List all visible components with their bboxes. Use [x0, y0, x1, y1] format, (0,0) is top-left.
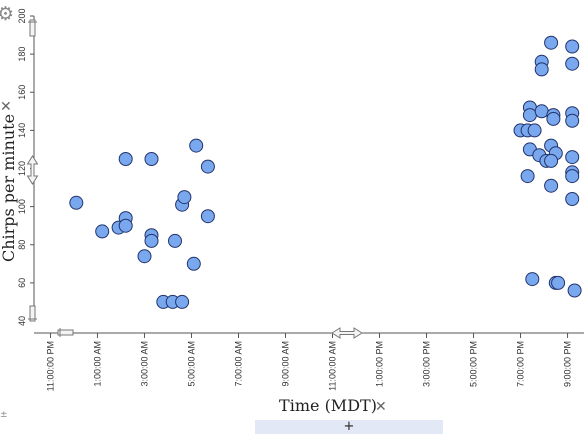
- y-axis-min-drag-handle[interactable]: [28, 305, 37, 322]
- data-point[interactable]: [565, 192, 580, 206]
- x-axis: 11:00:00 PM 1:00:00 AM 3:00:00 AM 5:00:00 A…: [34, 332, 584, 391]
- data-point[interactable]: [189, 138, 204, 153]
- y-tick-label: 40: [17, 316, 27, 326]
- data-points: [69, 35, 582, 309]
- data-point[interactable]: [520, 169, 535, 184]
- data-point[interactable]: [551, 275, 566, 290]
- x-tick-label: 5:00:00 AM: [186, 341, 196, 387]
- x-tick-label: 7:00:00 PM: [516, 341, 526, 387]
- y-tick-label: 140: [17, 123, 27, 138]
- y-tick-label: 200: [17, 8, 27, 23]
- data-point[interactable]: [144, 152, 159, 166]
- data-point[interactable]: [565, 113, 580, 128]
- x-tick-label: 11:00:00 AM: [328, 341, 338, 391]
- y-tick-label: 160: [17, 85, 27, 100]
- add-attribute-button[interactable]: +: [255, 420, 443, 434]
- data-point[interactable]: [567, 283, 582, 298]
- x-tick-label: 11:00:00 PM: [45, 341, 55, 391]
- data-point[interactable]: [175, 294, 190, 309]
- x-tick-label: 9:00:00 AM: [280, 341, 290, 387]
- data-point[interactable]: [565, 39, 580, 54]
- data-point[interactable]: [565, 169, 580, 184]
- y-tick-label: 80: [17, 240, 27, 250]
- x-axis-pan-handle[interactable]: [331, 327, 363, 339]
- remove-x-attribute-icon[interactable]: ✕: [375, 399, 387, 415]
- data-point[interactable]: [534, 62, 549, 77]
- x-tick-label: 1:00:00 AM: [92, 341, 102, 387]
- x-axis-min-drag-handle[interactable]: [57, 328, 74, 337]
- data-point[interactable]: [118, 152, 133, 166]
- data-point[interactable]: [177, 190, 192, 205]
- data-point[interactable]: [118, 218, 133, 233]
- data-point[interactable]: [168, 233, 182, 248]
- y-tick-label: 100: [17, 199, 27, 214]
- data-point[interactable]: [200, 159, 215, 174]
- x-tick-label: 7:00:00 AM: [233, 341, 243, 387]
- data-point[interactable]: [544, 178, 559, 193]
- data-point[interactable]: [95, 224, 110, 239]
- remove-y-attribute-icon[interactable]: ✕: [0, 99, 12, 115]
- data-point[interactable]: [565, 56, 580, 71]
- x-tick-label: 1:00:00 PM: [375, 341, 385, 387]
- attribute-menu-icon[interactable]: ±: [0, 410, 8, 420]
- data-point[interactable]: [525, 272, 540, 287]
- x-tick-label: 3:00:00 PM: [422, 341, 432, 387]
- data-point[interactable]: [527, 123, 542, 138]
- data-point[interactable]: [522, 108, 537, 123]
- data-point[interactable]: [534, 104, 549, 119]
- data-point[interactable]: [69, 195, 84, 210]
- y-axis-max-drag-handle[interactable]: [28, 19, 37, 37]
- y-tick-label: 60: [17, 278, 27, 288]
- data-point[interactable]: [186, 256, 201, 271]
- y-axis-pan-handle[interactable]: [26, 155, 39, 185]
- data-point[interactable]: [144, 233, 159, 248]
- data-point[interactable]: [137, 249, 152, 264]
- x-axis-title[interactable]: Time (MDT): [279, 396, 377, 415]
- y-axis-title[interactable]: Chirps per minute: [0, 114, 18, 262]
- y-tick-label: 180: [17, 47, 27, 62]
- data-point[interactable]: [200, 209, 215, 224]
- x-tick-label: 3:00:00 AM: [139, 341, 149, 387]
- x-tick-label: 5:00:00 PM: [469, 341, 479, 387]
- data-point[interactable]: [546, 111, 561, 126]
- x-tick-label: 9:00:00 PM: [563, 341, 573, 387]
- axis-drag-handles: [26, 19, 363, 339]
- gear-icon[interactable]: ⚙: [0, 3, 15, 25]
- data-point[interactable]: [544, 153, 559, 168]
- y-tick-label: 120: [17, 161, 27, 176]
- data-point[interactable]: [544, 35, 559, 50]
- data-point[interactable]: [565, 150, 580, 165]
